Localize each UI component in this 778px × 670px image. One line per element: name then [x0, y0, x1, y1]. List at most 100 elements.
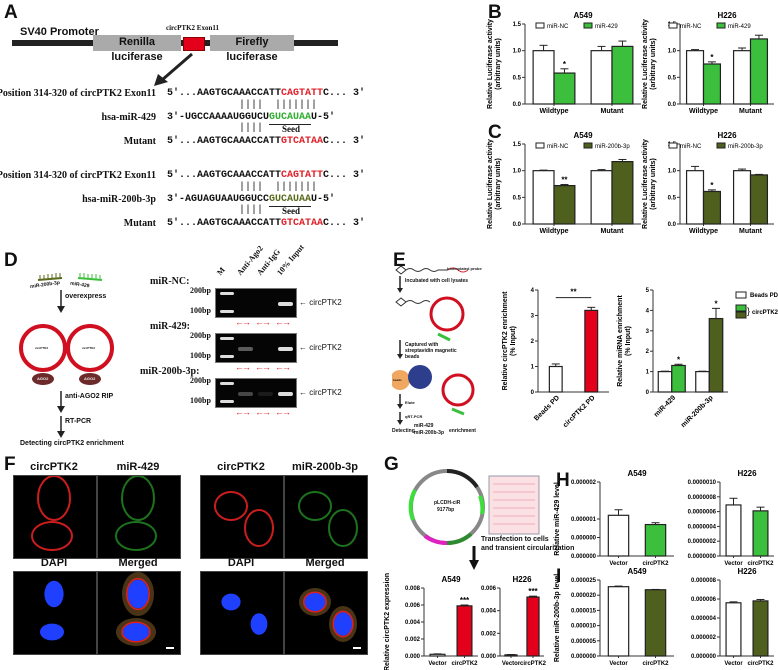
x-tick-label: circPTK2 — [747, 561, 774, 567]
result-label: Detecting circPTK2 enrichment — [20, 440, 124, 447]
bar — [590, 170, 613, 225]
seq-text: C... 3' — [323, 170, 366, 181]
legend-label: Beads PD — [750, 293, 778, 299]
bp-marker-label: 200bp — [190, 376, 211, 385]
seq-text: 3'-UGCCAAAAUGGUCU — [167, 112, 270, 123]
y-tick-label: 0.0000006 — [688, 510, 717, 516]
y-axis-label: Relative miR-200b-3p level — [554, 574, 561, 662]
bar — [526, 596, 540, 657]
bar — [685, 170, 705, 225]
mirna-strand-icon — [37, 273, 63, 281]
bar — [553, 184, 576, 225]
chart-title: A549 — [573, 11, 593, 20]
circ-label: circPTK2 — [82, 346, 96, 350]
legend-brace: } — [747, 306, 750, 316]
legend-label: miR-NC — [680, 24, 702, 30]
nucleus-icon — [40, 623, 64, 641]
mirna-label: hsa-miR-429 — [101, 112, 156, 123]
micrograph — [284, 475, 368, 559]
bar — [732, 50, 752, 105]
x-tick-label: circPTK2 — [642, 661, 669, 667]
step-label: Captured with streptavidin magnetic bead… — [405, 342, 457, 360]
bar — [532, 50, 555, 105]
y-tick-label: 0.000020 — [571, 593, 597, 599]
y-tick-label: 0.004 — [405, 620, 421, 626]
panel-label-f: F — [4, 454, 16, 475]
marker-band — [220, 310, 234, 313]
panel-label-g: G — [384, 454, 399, 475]
y-axis-label: Relative Luciferase activity — [487, 19, 494, 109]
pulldown-schematic — [392, 265, 475, 425]
bar — [607, 514, 630, 557]
promoter-label: SV40 Promoter — [20, 26, 99, 38]
mirna-sequence: 3'-AGUAGUAAUGGUCCGUCAUAAU-5' — [167, 194, 335, 205]
legend-label: miR-200b-3p — [728, 144, 763, 150]
seq-text: C... 3' — [323, 136, 366, 147]
bp-marker-label: 100bp — [190, 306, 211, 315]
significance-mark: ** — [561, 176, 568, 185]
y-tick-label: 0 — [646, 390, 650, 396]
x-tick-label: Mutant — [739, 228, 763, 235]
target-label: ← circPTK2 — [299, 343, 342, 352]
y-tick-label: 0.000005 — [571, 639, 597, 645]
y-tick-label: 0.000004 — [691, 616, 717, 622]
y-tick-label: 0.5 — [668, 75, 677, 81]
seq-text: U-5' — [311, 194, 336, 205]
legend-swatch — [535, 142, 545, 149]
bar — [584, 309, 599, 393]
result-label: Detecting — [392, 428, 415, 434]
panel-label-h: H — [556, 470, 570, 491]
chart-title: H226 — [512, 575, 532, 584]
bar — [702, 63, 722, 105]
gel-image — [215, 378, 297, 408]
significance-mark: *** — [460, 596, 470, 605]
x-tick-label: circPTK2 — [451, 661, 478, 667]
y-axis-label: (arbitrary units) — [650, 38, 657, 90]
bar — [644, 523, 667, 557]
y-tick-label: 0.002 — [481, 631, 497, 637]
y-tick-label: 0.5 — [513, 75, 522, 81]
mirna-icon — [451, 407, 465, 416]
y-tick-label: 0.000000 — [691, 654, 717, 660]
y-tick-label: 1.0 — [513, 49, 522, 55]
legend-label: miR-NC — [680, 144, 702, 150]
y-tick-label: 0.000002 — [691, 635, 717, 641]
x-tick-label: Vector — [428, 661, 447, 667]
plasmid-name: pLCDH-ciR — [434, 500, 461, 506]
mirna-label: hsa-miR-200b-3p — [82, 194, 156, 205]
cell-outline — [214, 491, 248, 521]
down-arrow-icon — [57, 391, 65, 413]
x-tick-label: Wildtype — [539, 228, 568, 235]
x-tick-label: circPTK2 — [520, 661, 547, 667]
down-arrow-icon — [397, 412, 403, 425]
double-arrow-icon: ←→ — [255, 362, 271, 372]
x-tick-label: Mutant — [739, 108, 763, 115]
insert-box — [183, 37, 205, 51]
image-title: DAPI — [40, 557, 68, 569]
legend-swatch — [535, 22, 545, 29]
y-axis-label: (arbitrary units) — [650, 158, 657, 210]
marker-band — [220, 382, 234, 385]
panel-label-d: D — [4, 250, 18, 271]
nucleus-icon — [44, 580, 64, 608]
rip-schematic — [19, 273, 114, 438]
seq-seed: CAGTATT — [281, 170, 324, 181]
cell-outline — [115, 521, 157, 551]
circ-label: circPTK2 — [35, 346, 49, 350]
significance-mark: * — [677, 355, 681, 364]
y-tick-label: 0.008 — [405, 586, 421, 592]
y-tick-label: 0.004 — [481, 609, 497, 615]
y-tick-label: 1 — [646, 370, 650, 376]
y-tick-label: 0 — [531, 390, 535, 396]
seq-seed: GUCAUAA — [269, 194, 312, 205]
step-label: RT-PCR — [65, 418, 92, 425]
y-tick-label: 0.000000 — [571, 654, 597, 660]
y-tick-label: 0.0 — [668, 222, 677, 228]
down-arrow-icon — [469, 546, 479, 570]
y-tick-label: 1 — [531, 365, 535, 371]
nucleus-icon — [127, 579, 149, 609]
pcr-band — [278, 302, 293, 306]
chart-c1: 0.0 0.5 1.0 1.5 A549 Relative Luciferase acti… — [487, 131, 641, 235]
target-label: ← circPTK2 — [299, 388, 342, 397]
firefly-box: Firefly luciferase — [210, 35, 294, 63]
